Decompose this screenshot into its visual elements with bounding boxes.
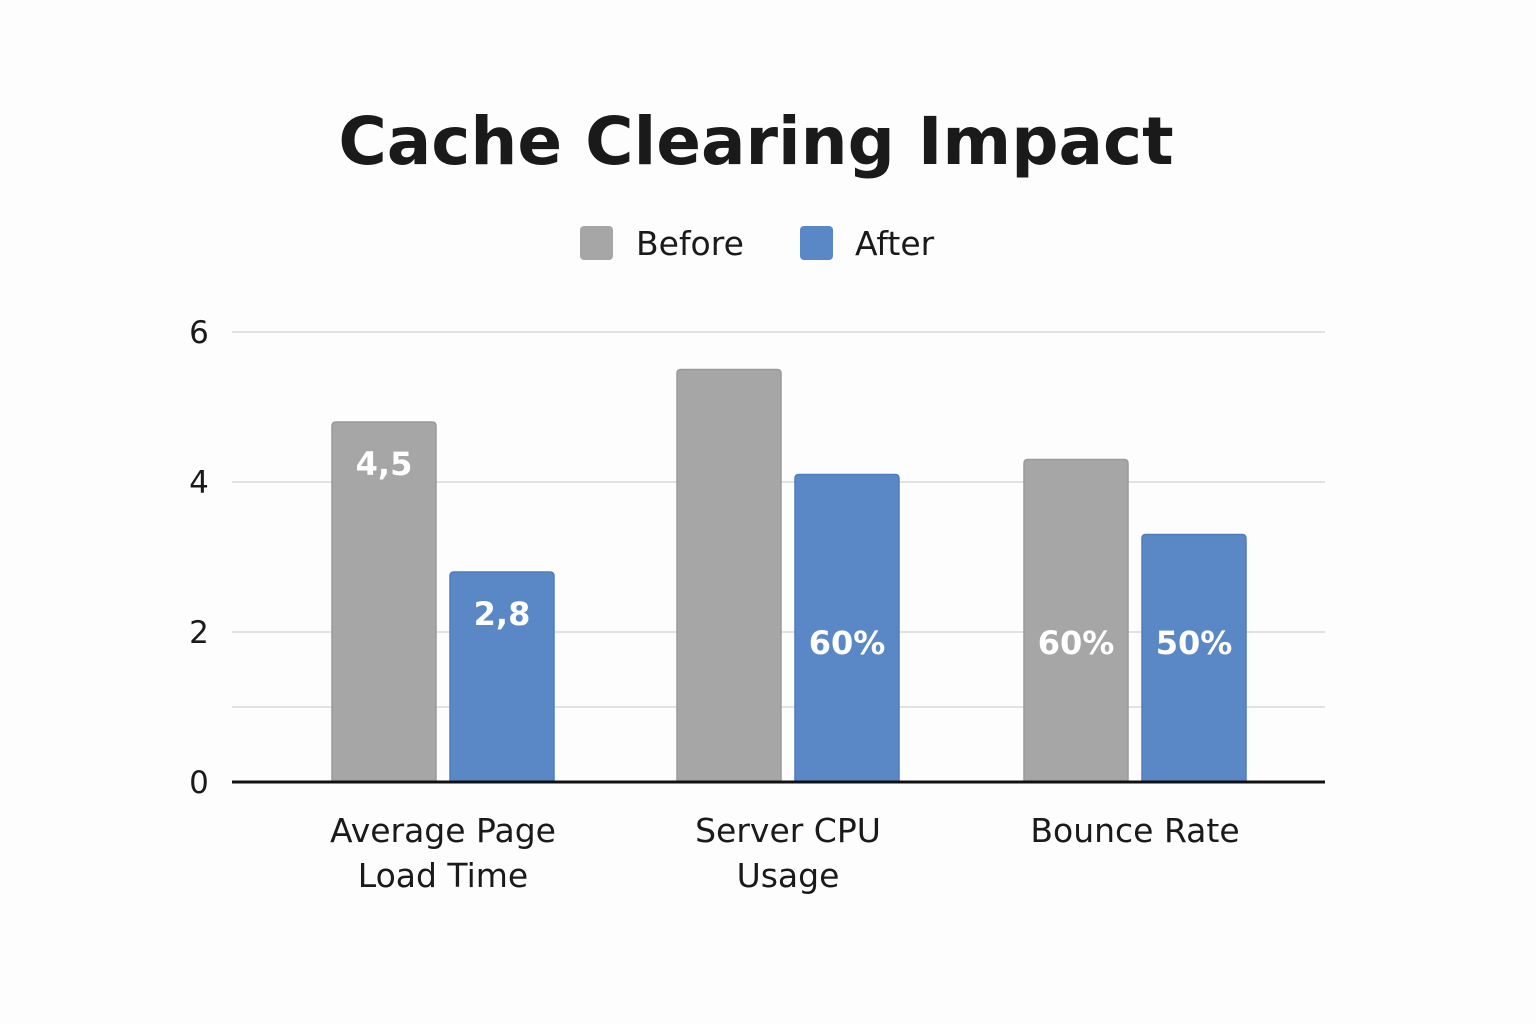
bar-label-after-0: 2,8 — [474, 595, 531, 633]
y-axis-ticks: 0 2 4 6 — [189, 315, 209, 801]
legend-swatch-after — [800, 226, 833, 260]
bar-label-before-2: 60% — [1038, 624, 1115, 662]
bars — [331, 368, 1247, 783]
x-category-label: Bounce Rate — [1030, 811, 1239, 850]
bar-before-1 — [676, 368, 782, 783]
chart-title: Cache Clearing Impact — [338, 103, 1173, 180]
y-tick-label: 2 — [189, 615, 209, 651]
y-tick-label: 0 — [189, 765, 209, 801]
x-category-label: Server CPU Usage — [695, 811, 881, 895]
legend-label-after: After — [855, 224, 935, 263]
bar-label-after-1: 60% — [809, 624, 886, 662]
legend-swatch-before — [580, 226, 613, 260]
y-tick-label: 6 — [189, 315, 209, 351]
x-category-label-line: Load Time — [358, 856, 528, 895]
x-category-label-line: Average Page — [330, 811, 556, 850]
bar-label-after-2: 50% — [1156, 624, 1233, 662]
category-labels: Average Page Load Time Server CPU Usage Boun… — [330, 811, 1240, 895]
x-category-label-line: Usage — [737, 856, 840, 895]
bar-label-before-0: 4,5 — [356, 445, 413, 483]
x-category-label-line: Bounce Rate — [1030, 811, 1239, 850]
y-tick-label: 4 — [189, 465, 209, 501]
bar-after-1 — [794, 473, 900, 783]
bar-before-0 — [331, 421, 437, 783]
bar-before-2 — [1023, 458, 1129, 783]
bar-labels: 4,5 2,8 60% 60% 50% — [356, 445, 1233, 662]
bar-after-2 — [1141, 533, 1247, 783]
legend: Before After — [580, 224, 935, 263]
legend-label-before: Before — [636, 224, 744, 263]
x-category-label-line: Server CPU — [695, 811, 881, 850]
bar-after-0 — [449, 571, 555, 783]
x-category-label: Average Page Load Time — [330, 811, 556, 895]
